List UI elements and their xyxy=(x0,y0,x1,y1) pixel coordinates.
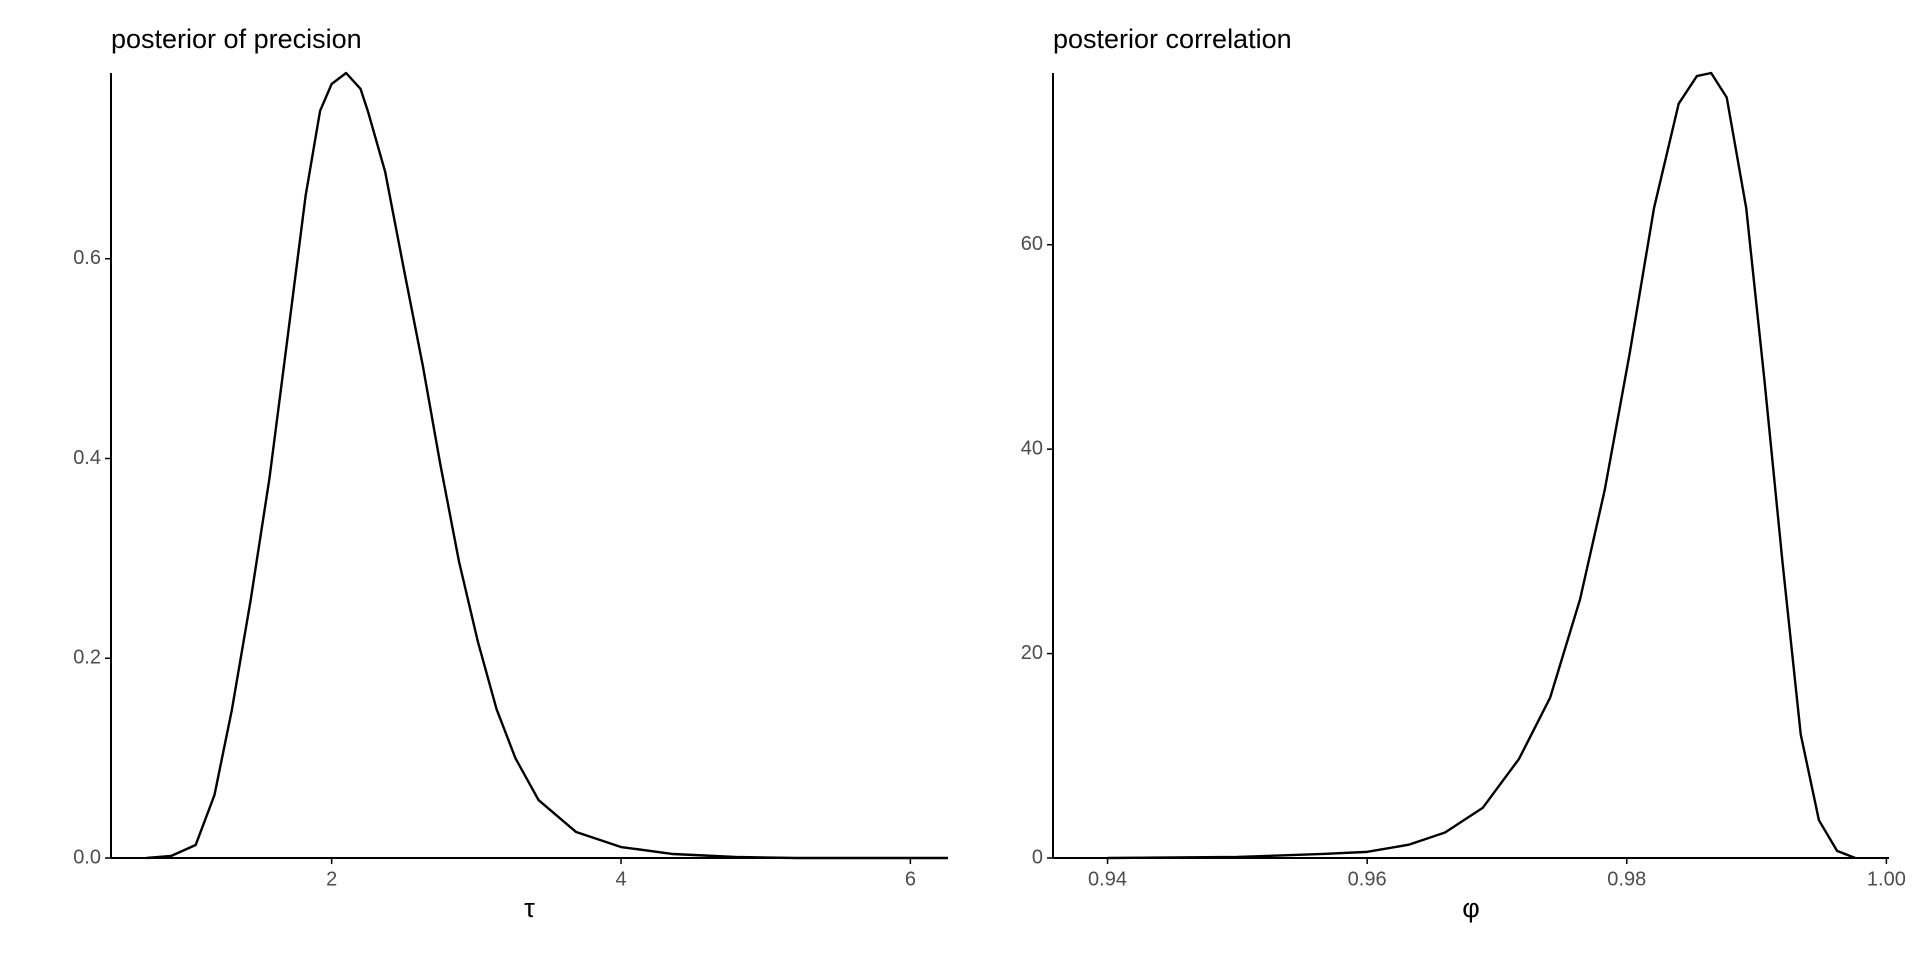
x-tick-label: 1.00 xyxy=(1867,868,1906,890)
x-tick-label: 0.98 xyxy=(1607,868,1646,890)
y-tick-label: 0.4 xyxy=(73,447,101,469)
x-tick-label: 6 xyxy=(905,868,916,890)
chart-title: posterior of precision xyxy=(111,24,362,54)
y-tick-label: 0.2 xyxy=(73,647,101,669)
x-axis-title: φ xyxy=(1462,893,1480,923)
y-tick-label: 60 xyxy=(1021,233,1043,255)
x-tick-label: 0.94 xyxy=(1088,868,1127,890)
x-tick-label: 4 xyxy=(615,868,626,890)
y-tick-label: 40 xyxy=(1021,437,1043,459)
y-tick-label: 20 xyxy=(1021,642,1043,664)
x-tick-label: 2 xyxy=(326,868,337,890)
y-tick-label: 0.0 xyxy=(73,846,101,868)
y-tick-label: 0 xyxy=(1032,846,1043,868)
chart-title: posterior correlation xyxy=(1053,24,1292,54)
density-line xyxy=(146,71,948,860)
x-axis-title: τ xyxy=(524,893,535,923)
y-tick-label: 0.6 xyxy=(73,247,101,269)
x-tick-label: 0.96 xyxy=(1348,868,1387,890)
density-line xyxy=(1107,71,1856,860)
